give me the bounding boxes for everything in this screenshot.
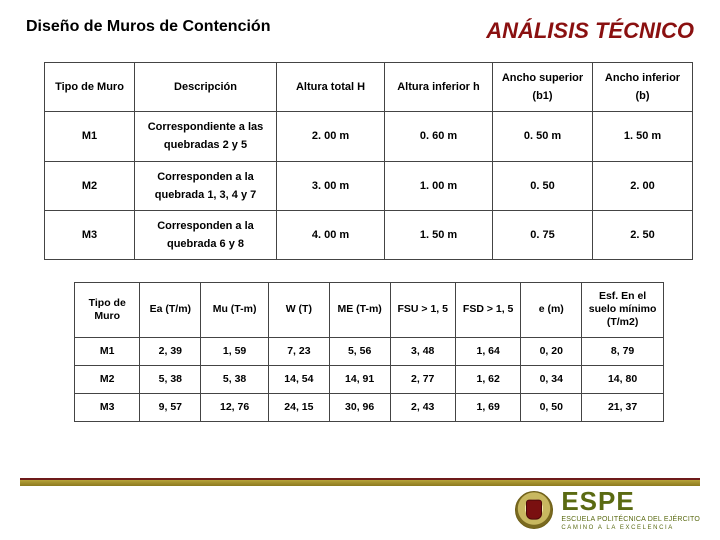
- slide-subtitle: Diseño de Muros de Contención: [26, 18, 270, 36]
- header: Diseño de Muros de Contención ANÁLISIS T…: [26, 18, 694, 44]
- cell: 4. 00 m: [277, 210, 385, 259]
- footer: ESPE ESCUELA POLITÉCNICA DEL EJÉRCITO CA…: [0, 478, 720, 540]
- cell: 0, 34: [521, 365, 582, 393]
- brand-text: ESPE ESCUELA POLITÉCNICA DEL EJÉRCITO CA…: [561, 488, 700, 531]
- crest-icon: [515, 491, 553, 529]
- footer-bar: [20, 478, 700, 486]
- cell: 0. 50 m: [493, 112, 593, 161]
- col-header: Descripción: [135, 63, 277, 112]
- cell: 1, 62: [455, 365, 520, 393]
- cell: 8, 79: [582, 337, 664, 365]
- col-header: Ancho superior (b1): [493, 63, 593, 112]
- cell: 0, 50: [521, 393, 582, 421]
- table-row: M2 5, 38 5, 38 14, 54 14, 91 2, 77 1, 62…: [75, 365, 664, 393]
- cell: 2, 43: [390, 393, 455, 421]
- cell: 3. 00 m: [277, 161, 385, 210]
- cell: M3: [75, 393, 140, 421]
- table-row: M2 Corresponden a la quebrada 1, 3, 4 y …: [45, 161, 693, 210]
- cell: 1. 00 m: [385, 161, 493, 210]
- cell: Corresponden a la quebrada 1, 3, 4 y 7: [135, 161, 277, 210]
- col-header: ME (T-m): [329, 283, 390, 337]
- cell: 12, 76: [201, 393, 269, 421]
- col-header: e (m): [521, 283, 582, 337]
- cell: Corresponden a la quebrada 6 y 8: [135, 210, 277, 259]
- col-header: Tipo de Muro: [75, 283, 140, 337]
- cell: 5, 38: [201, 365, 269, 393]
- cell: M3: [45, 210, 135, 259]
- wall-dimensions-table: Tipo de Muro Descripción Altura total H …: [44, 62, 693, 260]
- col-header: Altura inferior h: [385, 63, 493, 112]
- col-header: Ea (T/m): [140, 283, 201, 337]
- cell: 14, 80: [582, 365, 664, 393]
- col-header: Altura total H: [277, 63, 385, 112]
- cell: 30, 96: [329, 393, 390, 421]
- cell: 21, 37: [582, 393, 664, 421]
- cell: 14, 54: [268, 365, 329, 393]
- col-header: Esf. En el suelo mínimo (T/m2): [582, 283, 664, 337]
- footer-logo: ESPE ESCUELA POLITÉCNICA DEL EJÉRCITO CA…: [515, 488, 700, 531]
- wall-analysis-table: Tipo de Muro Ea (T/m) Mu (T-m) W (T) ME …: [74, 282, 664, 422]
- cell: 2. 00 m: [277, 112, 385, 161]
- slide-title: ANÁLISIS TÉCNICO: [486, 18, 694, 44]
- cell: 7, 23: [268, 337, 329, 365]
- cell: 24, 15: [268, 393, 329, 421]
- cell: 2. 00: [593, 161, 693, 210]
- cell: 14, 91: [329, 365, 390, 393]
- table-row: M3 Corresponden a la quebrada 6 y 8 4. 0…: [45, 210, 693, 259]
- brand-motto: CAMINO A LA EXCELENCIA: [561, 525, 700, 531]
- cell: 0. 60 m: [385, 112, 493, 161]
- col-header: FSD > 1, 5: [455, 283, 520, 337]
- table-row: M1 Correspondiente a las quebradas 2 y 5…: [45, 112, 693, 161]
- cell: 2, 39: [140, 337, 201, 365]
- cell: M1: [75, 337, 140, 365]
- brand-subtitle: ESCUELA POLITÉCNICA DEL EJÉRCITO: [561, 516, 700, 523]
- slide: Diseño de Muros de Contención ANÁLISIS T…: [0, 0, 720, 540]
- table-row: M1 2, 39 1, 59 7, 23 5, 56 3, 48 1, 64 0…: [75, 337, 664, 365]
- cell: 3, 48: [390, 337, 455, 365]
- cell: 9, 57: [140, 393, 201, 421]
- cell: 2. 50: [593, 210, 693, 259]
- cell: M1: [45, 112, 135, 161]
- cell: 1. 50 m: [593, 112, 693, 161]
- cell: M2: [45, 161, 135, 210]
- cell: 0. 50: [493, 161, 593, 210]
- col-header: W (T): [268, 283, 329, 337]
- cell: 5, 56: [329, 337, 390, 365]
- cell: 0. 75: [493, 210, 593, 259]
- cell: 1, 64: [455, 337, 520, 365]
- col-header: Mu (T-m): [201, 283, 269, 337]
- cell: 0, 20: [521, 337, 582, 365]
- cell: 1, 59: [201, 337, 269, 365]
- table-header-row: Tipo de Muro Descripción Altura total H …: [45, 63, 693, 112]
- table-row: M3 9, 57 12, 76 24, 15 30, 96 2, 43 1, 6…: [75, 393, 664, 421]
- col-header: Ancho inferior (b): [593, 63, 693, 112]
- cell: 5, 38: [140, 365, 201, 393]
- cell: 1. 50 m: [385, 210, 493, 259]
- cell: 1, 69: [455, 393, 520, 421]
- cell: 2, 77: [390, 365, 455, 393]
- table-header-row: Tipo de Muro Ea (T/m) Mu (T-m) W (T) ME …: [75, 283, 664, 337]
- brand-name: ESPE: [561, 488, 700, 514]
- col-header: Tipo de Muro: [45, 63, 135, 112]
- cell: M2: [75, 365, 140, 393]
- cell: Correspondiente a las quebradas 2 y 5: [135, 112, 277, 161]
- col-header: FSU > 1, 5: [390, 283, 455, 337]
